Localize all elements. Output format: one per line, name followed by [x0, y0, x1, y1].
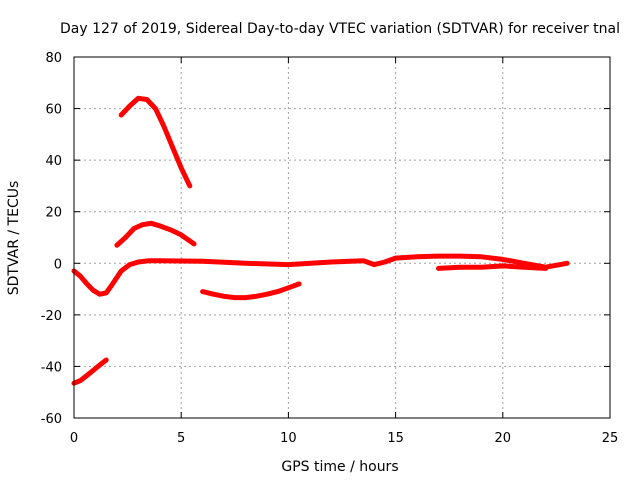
data-series: [71, 95, 570, 386]
x-tick-labels: 0 5 10 15 20 25: [70, 431, 618, 446]
x-tick-label: 5: [177, 431, 185, 446]
y-tick-label: 40: [45, 154, 62, 169]
chart-title: Day 127 of 2019, Sidereal Day-to-day VTE…: [60, 21, 620, 37]
series-arc-5: [114, 220, 197, 248]
x-tick-label: 0: [70, 431, 78, 446]
y-tick-label: -20: [41, 309, 62, 324]
y-tick-label: -60: [41, 412, 62, 427]
series-arc-4: [436, 263, 549, 271]
series-arc-2: [71, 258, 163, 297]
y-tick-label: 60: [45, 103, 62, 118]
y-axis-label: SDTVAR / TECUs: [6, 181, 22, 296]
y-tick-label: -40: [41, 360, 62, 375]
y-tick-label: 20: [45, 206, 62, 221]
series-arc-7: [200, 281, 302, 301]
x-tick-label: 20: [495, 431, 512, 446]
y-tick-labels: -60 -40 -20 0 20 40 60 80: [41, 51, 62, 427]
series-arc-3: [157, 253, 570, 270]
series-arc-1: [71, 357, 109, 386]
y-tick-label: 0: [54, 257, 62, 272]
axis-ticks: [73, 56, 611, 419]
series-arc-6: [118, 95, 193, 189]
x-tick-label: 25: [602, 431, 619, 446]
x-axis-label: GPS time / hours: [281, 459, 398, 475]
plot-frame: [73, 56, 611, 419]
x-tick-label: 10: [280, 431, 297, 446]
x-tick-label: 15: [387, 431, 404, 446]
y-tick-label: 80: [45, 51, 62, 66]
